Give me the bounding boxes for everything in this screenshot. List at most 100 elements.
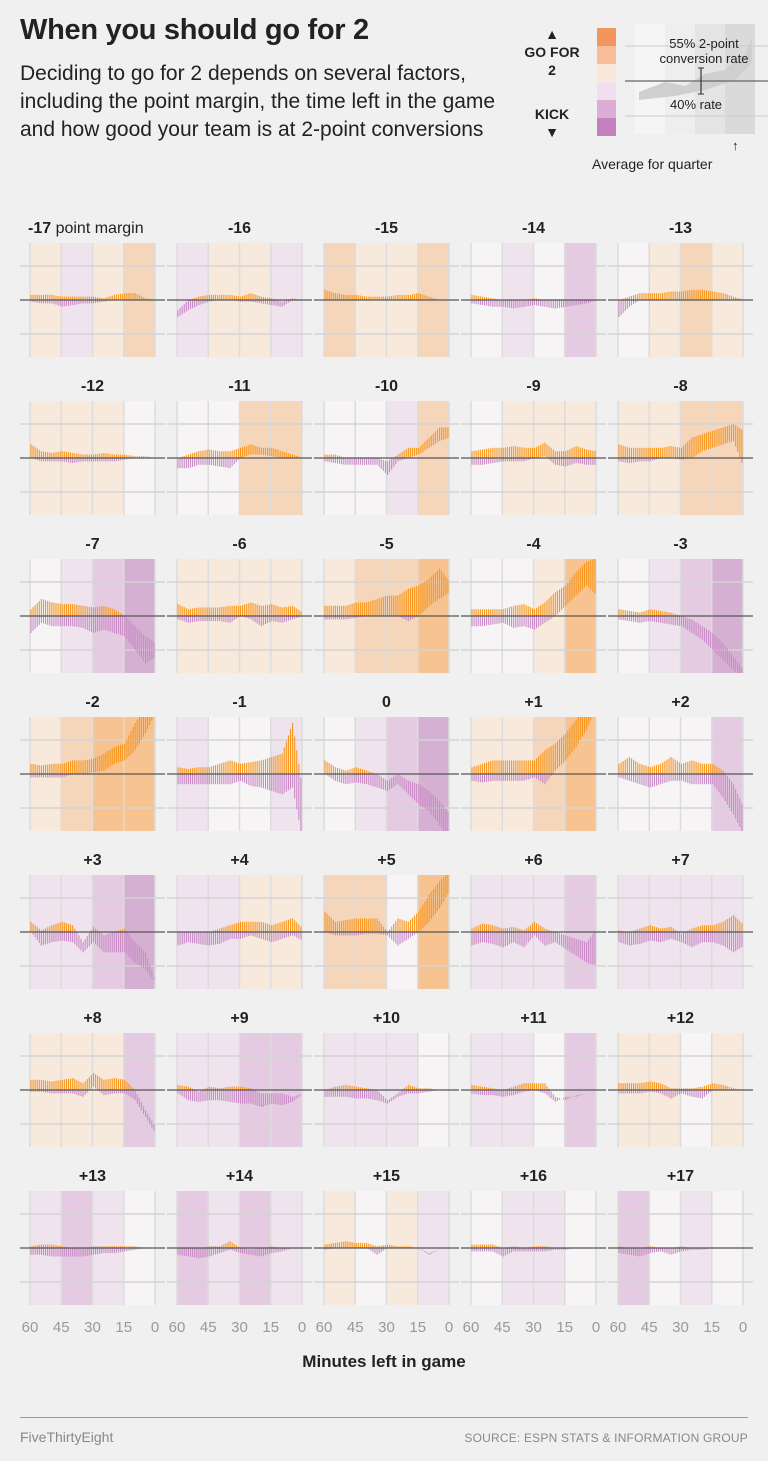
panel-title: +7 — [671, 852, 689, 869]
bars — [324, 427, 449, 475]
panel-title: +6 — [524, 852, 542, 869]
x-tick-label: 30 — [231, 1319, 248, 1336]
panel: -3 — [608, 536, 753, 673]
panel: -7 — [20, 536, 165, 673]
panel-title: +3 — [83, 852, 101, 869]
panel: +1 — [461, 694, 606, 831]
panel-label: +12 — [667, 1010, 694, 1027]
panel-label: +3 — [83, 852, 101, 869]
panel: +14 60 45 30 15 0 — [167, 1168, 312, 1336]
x-tick-label: 60 — [169, 1319, 186, 1336]
panel: -2 — [20, 694, 165, 831]
panel-label: -3 — [673, 536, 687, 553]
panel: +10 — [314, 1010, 459, 1147]
panel: -17 point margin — [20, 220, 165, 357]
panel: -1 — [167, 694, 312, 831]
panel-label: +10 — [373, 1010, 400, 1027]
panel-label: -4 — [526, 536, 540, 553]
bars — [618, 915, 743, 953]
panel: -14 — [461, 220, 606, 357]
legend-example-chart — [625, 24, 768, 134]
panel: +3 — [20, 852, 165, 989]
panel: -9 — [461, 378, 606, 515]
legend-swatch — [597, 100, 616, 118]
panel-label-suffix: point margin — [51, 220, 144, 237]
x-tick-label: 30 — [378, 1319, 395, 1336]
legend-go-label-1: GO FOR — [524, 44, 580, 60]
x-tick-label: 15 — [409, 1319, 426, 1336]
source-note: SOURCE: ESPN STATS & INFORMATION GROUP — [464, 1431, 748, 1445]
legend-quarter-note: Average for quarter — [592, 156, 713, 172]
panel-title: -8 — [673, 378, 687, 395]
panel-title: -6 — [232, 536, 246, 553]
panel-title: +11 — [520, 1010, 546, 1027]
panel: -12 — [20, 378, 165, 515]
bars — [471, 559, 596, 630]
bars — [324, 875, 449, 946]
legend-swatch — [597, 46, 616, 64]
legend-swatch — [597, 64, 616, 82]
x-axis-label: Minutes left in game — [302, 1352, 466, 1371]
panel-title: +13 — [79, 1168, 106, 1185]
bars — [177, 602, 302, 627]
x-tick-label: 45 — [494, 1319, 511, 1336]
legend-go-for-2: ▲ GO FOR 2 — [522, 25, 582, 79]
x-tick-label: 15 — [703, 1319, 720, 1336]
panel-title: -10 — [375, 378, 398, 395]
bars — [30, 1073, 155, 1131]
bars — [618, 1246, 712, 1257]
bars — [177, 723, 302, 831]
bars — [471, 717, 592, 785]
x-tick-label: 45 — [641, 1319, 658, 1336]
panel-label: -10 — [375, 378, 398, 395]
panel: +2 — [608, 694, 753, 831]
panel: -8 — [608, 378, 753, 515]
panel: -4 — [461, 536, 606, 673]
chart-subtitle: Deciding to go for 2 depends on several … — [20, 62, 496, 141]
panel-title: 0 — [382, 694, 391, 711]
bars — [30, 717, 153, 778]
panel-title: -7 — [85, 536, 99, 553]
bars — [471, 294, 596, 309]
panel-title: +17 — [667, 1168, 694, 1185]
x-tick-label: 15 — [115, 1319, 132, 1336]
panel-title: -16 — [228, 220, 251, 237]
panel-title: +12 — [667, 1010, 694, 1027]
x-tick-label: 15 — [556, 1319, 573, 1336]
x-tick-label: 0 — [298, 1319, 306, 1336]
bars — [30, 921, 155, 981]
bars — [177, 918, 302, 946]
bars — [324, 1241, 439, 1255]
panel-label: -16 — [228, 220, 251, 237]
panel-label: -2 — [85, 694, 99, 711]
panel: -15 — [314, 220, 459, 357]
footer-divider — [20, 1417, 748, 1418]
panel-title: -13 — [669, 220, 692, 237]
panel: -5 — [314, 536, 459, 673]
bars — [324, 760, 449, 831]
legend-swatch — [597, 28, 616, 46]
panel-label: -13 — [669, 220, 692, 237]
panel-label: +16 — [520, 1168, 547, 1185]
panel: +6 — [461, 852, 606, 989]
panel: +11 — [461, 1010, 606, 1147]
panel: +17 60 45 30 15 0 — [608, 1168, 753, 1336]
legend-swatch — [597, 82, 616, 100]
panel-label: +7 — [671, 852, 689, 869]
panel-label: -17 — [28, 220, 51, 237]
panel-label: -1 — [232, 694, 246, 711]
panel-label: +17 — [667, 1168, 694, 1185]
panel: +15 60 45 30 15 0 — [314, 1168, 459, 1336]
panel-label: -6 — [232, 536, 246, 553]
legend-kick-label: KICK — [534, 106, 570, 122]
panel-title: -11 — [228, 378, 250, 395]
panel-title: -1 — [232, 694, 246, 711]
panel-label: -7 — [85, 536, 99, 553]
bars — [30, 599, 155, 664]
bars — [177, 1241, 292, 1259]
panel-title: -15 — [375, 220, 398, 237]
panel-label: -15 — [375, 220, 398, 237]
legend-kick: KICK ▼ — [522, 105, 582, 141]
x-tick-label: 60 — [316, 1319, 333, 1336]
panel-title: +5 — [377, 852, 395, 869]
